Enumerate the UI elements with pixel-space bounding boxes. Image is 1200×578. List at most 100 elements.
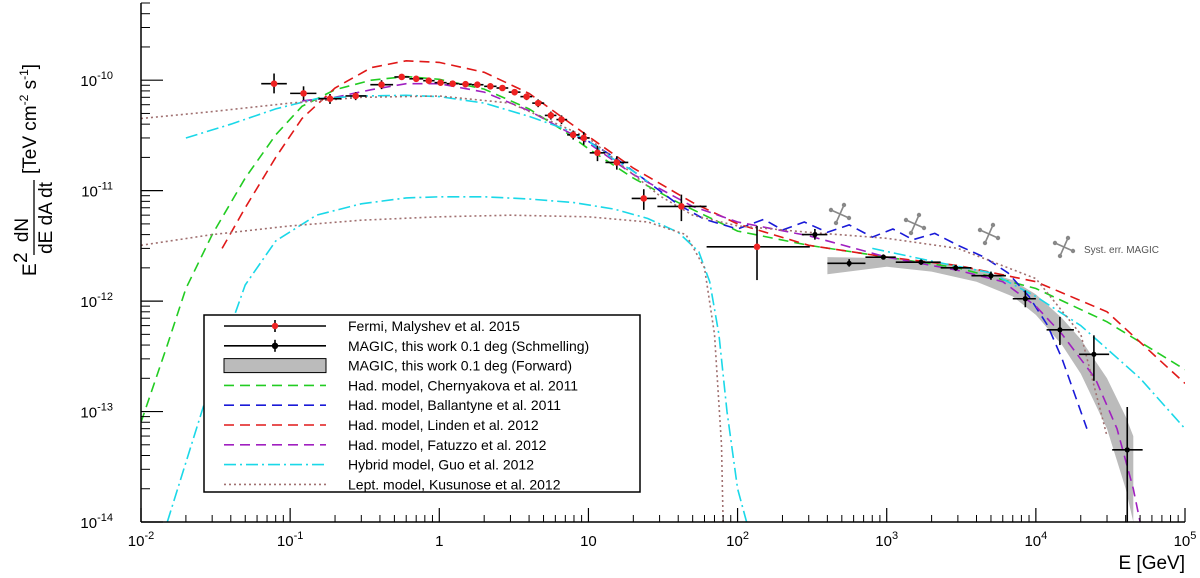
legend-entry-3: Had. model, Chernyakova et al. 2011 [224,377,578,393]
data-point-1-3 [895,259,941,265]
y-axis-frac-den: dE dA dt [36,181,57,254]
y-axis-prefix-sup: 2 [11,252,32,263]
syst-arrow-head [1065,235,1071,241]
data-point-0-1 [290,86,317,101]
point-marker [378,81,385,89]
point-marker [640,195,648,202]
legend-label: Fermi, Malyshev et al. 2015 [348,318,520,334]
syst-arrow-head [846,215,852,221]
data-point-0-13 [496,84,509,92]
syst-err-marker-1 [903,212,927,236]
point-marker [398,73,406,81]
data-point-0-9 [446,80,459,87]
legend-label: Hybrid model, Guo et al. 2012 [348,457,534,473]
syst-arrow-head [916,212,922,218]
data-point-1-9 [1112,406,1143,522]
syst-arrow-line [835,204,845,224]
y-tick-label: 10-11 [81,181,113,201]
point-marker [880,254,886,260]
x-tick-label: 105 [1174,530,1197,550]
syst-arrow-head [1052,240,1058,246]
y-axis-frac-num: dN [12,218,33,242]
data-point-0-8 [434,79,447,86]
data-point-0-0 [261,73,287,94]
legend-label: Had. model, Ballantyne et al. 2011 [348,397,561,413]
point-marker [474,81,481,89]
data-point-0-14 [508,88,521,96]
data-point-0-12 [484,83,497,90]
point-marker [678,203,685,210]
point-marker [953,265,959,271]
syst-arrow-head [841,202,847,208]
point-marker [846,260,852,266]
model-curve-3-seg-0 [301,82,1141,522]
point-marker [270,80,278,87]
y-tick-label: 10-12 [80,291,113,311]
legend-entry-5: Had. model, Linden et al. 2012 [224,417,539,433]
legend-label: Had. model, Chernyakova et al. 2011 [348,377,578,393]
point-marker [449,80,456,87]
model-curve-5-seg-1 [141,214,724,522]
data-point-0-21 [589,145,606,162]
point-marker [326,95,334,103]
forward-band-layer [827,257,1134,522]
syst-arrow-head [977,227,983,233]
point-marker [487,83,494,90]
point-marker [988,273,994,279]
data-point-0-16 [532,99,545,108]
forward-band [827,257,1134,522]
data-point-0-6 [409,75,424,83]
legend-label: MAGIC, this work 0.1 deg (Schmelling) [348,338,589,354]
point-marker [613,159,621,166]
data-point-1-7 [1046,316,1074,346]
legend-label: Had. model, Fatuzzo et al. 2012 [348,437,547,453]
model-curve-1-seg-0 [587,140,1088,429]
point-marker [569,131,577,139]
point-marker [558,116,565,123]
x-tick-label: 1 [435,533,443,550]
legend-label: Lept. model, Kusunose et al. 2012 [348,476,561,492]
y-axis-unit-open: [TeV cm [20,105,41,174]
y-axis-unit-mid: s [20,80,41,95]
syst-arrow-head [995,235,1001,241]
axes-layer: 10-2 10-1 1 10 102 103 104 10510-1410-1310-1210… [80,2,1197,550]
point-marker [499,84,506,92]
model-curve-5-seg-0 [141,95,1108,437]
legend: Fermi, Malyshev et al. 2015 MAGIC, this w… [203,314,641,493]
y-tick-label: 10-14 [80,512,113,532]
data-point-0-17 [544,111,557,120]
data-point-1-4 [940,265,972,271]
point-marker [580,134,588,142]
data-point-0-10 [459,80,472,88]
point-marker [547,112,555,119]
point-marker [1124,447,1130,453]
data-point-0-2 [318,94,342,104]
data-point-0-15 [520,93,533,101]
x-tick-label: 10-1 [277,530,303,550]
x-tick-label: 104 [1024,530,1047,550]
point-marker [534,99,542,107]
y-axis-unit-sup1: -2 [17,94,31,105]
syst-arrow-line [984,224,994,244]
syst-arrow-head [833,220,839,226]
legend-entry-1: MAGIC, this work 0.1 deg (Schmelling) [224,338,589,354]
syst-arrow-head [903,217,909,223]
data-point-0-20 [577,131,590,145]
x-tick-label: 10-2 [128,530,154,550]
data-point-0-22 [605,156,629,170]
data-point-1-0 [801,228,828,240]
syst-arrow-head [1057,253,1063,259]
x-tick-label: 102 [726,530,749,550]
point-marker [462,80,469,88]
x-tick-label: 10 [580,533,597,550]
syst-err-marker-2 [977,222,1001,246]
legend-entry-7: Hybrid model, Guo et al. 2012 [224,457,534,473]
data-point-1-6 [1012,290,1036,308]
point-marker [594,149,601,157]
data-point-0-25 [706,225,810,281]
point-marker [300,90,307,97]
data-point-0-11 [471,81,484,89]
y-axis-title: E 2 dN dE dA dt [TeV cm-2 s-1] [11,64,57,276]
